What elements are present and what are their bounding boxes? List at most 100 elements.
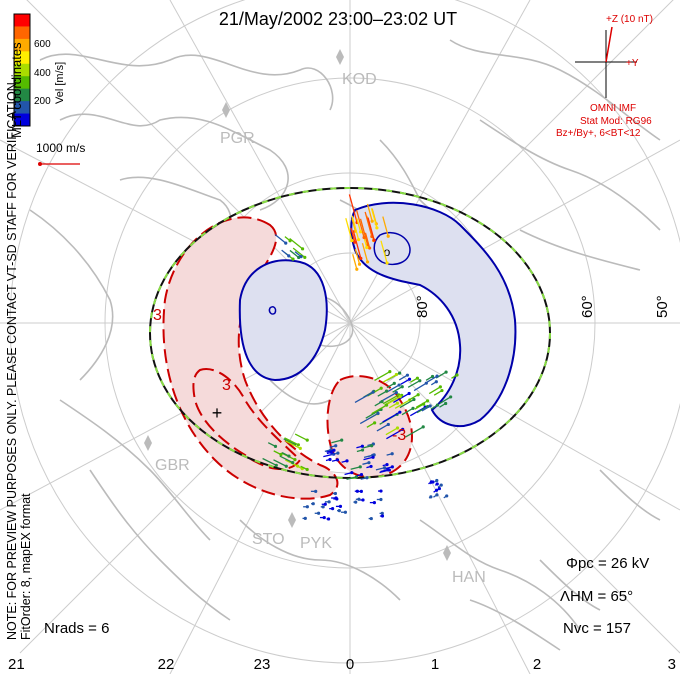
velocity-vector-origin [358,230,363,234]
velocity-vector-origin [398,395,402,399]
velocity-vector-origin [397,383,401,387]
velocity-vector-origin [334,496,338,500]
velocity-vector-origin [337,509,341,513]
velocity-vector-origin [422,402,426,406]
velocity-vector [386,428,404,440]
velocity-vector-origin [395,426,400,430]
velocity-vector-origin [343,510,348,514]
mlt-tick-0: 0 [346,656,354,673]
velocity-vector-origin [398,371,402,375]
velocity-vector [382,394,400,405]
velocity-vector-origin [305,438,309,442]
color-scale-band [14,76,30,90]
velocity-vector-origin [394,391,398,395]
velocity-vector-origin [395,401,399,405]
radar-count: Nrads = 6 [44,620,109,637]
velocity-vector [351,215,360,240]
velocity-vector-origin [355,489,359,493]
velocity-vector [405,426,424,438]
velocity-vector-origin [437,486,441,491]
color-scale-band [14,51,30,65]
color-scale-tick-200: 200 [34,96,51,107]
velocity-vector-origin [350,471,354,475]
velocity-vector-origin [379,386,383,390]
velocity-vector-origin [387,468,391,472]
velocity-vector-origin [359,256,363,260]
velocity-vector-origin [398,410,402,414]
hm-boundary-latitude: ΛHM = 65° [560,588,633,605]
contour-label-3: -3 [392,427,406,444]
imf-z-label: +Z (10 nT) [606,14,653,25]
imf-condition: Bz+/By+, 6<BT<12 [556,128,641,139]
vector-count: Nvc = 157 [563,620,631,637]
velocity-vector [352,254,358,270]
velocity-vector-origin [334,444,338,448]
velocity-vectors [262,194,459,521]
velocity-vector-origin [373,421,377,425]
latitude-label-50: 50° [654,295,671,318]
velocity-vector-origin [299,255,303,259]
color-scale-band [14,101,30,115]
velocity-vector-origin [284,241,288,245]
velocity-vector-origin [370,444,374,448]
velocity-vector-origin [369,516,373,521]
velocity-vector-origin [365,260,370,264]
station-marker-pgr [222,102,230,118]
velocity-vector-origin [444,370,448,374]
velocity-vector-origin [360,444,364,448]
velocity-vector-origin [439,483,443,487]
velocity-vector-origin [372,453,376,457]
station-label-han: HAN [452,569,486,586]
velocity-vector [414,403,424,410]
velocity-vector-origin [379,497,383,502]
latitude-label-80: 80° [414,295,431,318]
velocity-vector-origin [355,267,359,271]
velocity-vector [292,247,306,258]
station-label-pyk: PYK [300,535,332,552]
velocity-vector-origin [440,388,444,393]
station-marker-kod [336,49,344,65]
velocity-vector-origin [305,505,309,509]
potential-maximum-marker: + [212,403,223,423]
velocity-vector-origin [350,239,354,243]
velocity-vector-origin [430,374,435,379]
velocity-vector [284,437,299,446]
color-scale-band [14,38,30,52]
velocity-vector [273,459,287,467]
velocity-vector-origin [296,443,300,447]
color-scale-label: Vel [m/s] [54,62,66,104]
velocity-vector [366,203,373,222]
velocity-vector-origin [317,511,321,515]
velocity-vector-origin [323,502,327,506]
preview-note: NOTE: FOR PREVIEW PURPOSES ONLY. PLEASE … [5,79,19,640]
velocity-vector [385,427,398,436]
contour-label-2: 3 [222,377,231,394]
station-label-gbr: GBR [155,457,190,474]
velocity-vector-origin [340,438,344,442]
velocity-vector-origin [416,393,420,397]
imf-source: OMNI IMF [590,103,636,114]
velocity-vector-origin [357,497,361,501]
velocity-vector-origin [322,515,326,520]
latitude-label-60: 60° [579,295,596,318]
velocity-vector [363,456,374,461]
velocity-vector-origin [327,500,331,504]
velocity-vector [346,476,357,481]
velocity-vector [382,411,401,423]
velocity-vector-origin [407,377,412,381]
velocity-vector-origin [370,219,374,223]
velocity-vector [289,249,300,258]
velocity-vector [345,218,353,241]
velocity-vector [289,237,303,250]
velocity-vector [359,412,379,425]
velocity-scale-label: 1000 m/s [36,141,85,155]
mlt-tick-23: 23 [254,656,271,673]
velocity-vector-origin [418,379,422,383]
velocity-vector [408,394,419,401]
mlt-tick-22: 22 [158,656,175,673]
velocity-vector [348,194,358,223]
velocity-vector [283,438,296,445]
velocity-vector [409,406,426,417]
contour-label-1: 3 [153,307,162,324]
mlt-tick-2: 2 [533,656,541,673]
